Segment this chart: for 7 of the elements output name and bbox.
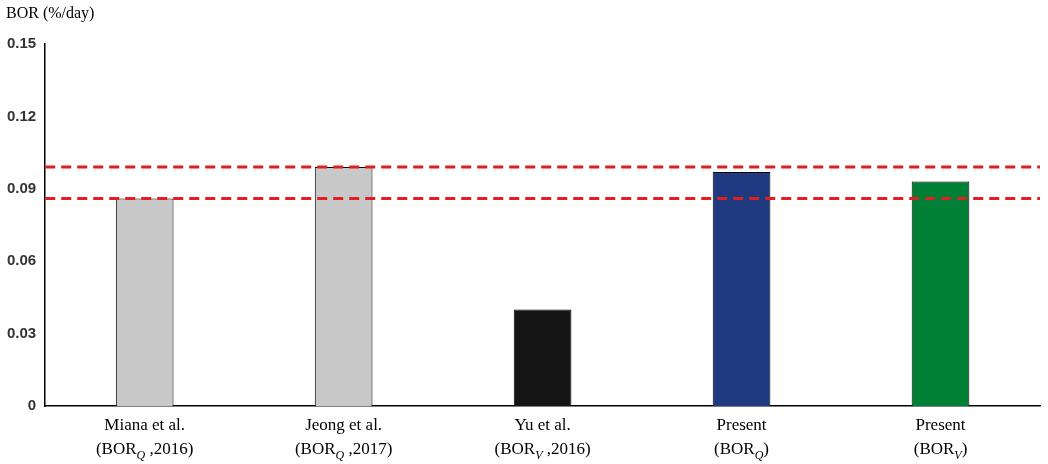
y-tick-label: 0.03 [6,323,37,341]
y-tick-label: 0.12 [6,106,37,124]
y-tick-label: 0.15 [6,34,37,52]
y-tick-label: 0.06 [6,251,37,269]
y-axis-title: BOR (%/day) [6,4,95,23]
y-tick-label: 0.09 [6,178,37,196]
y-tick-label: 0 [27,396,37,414]
